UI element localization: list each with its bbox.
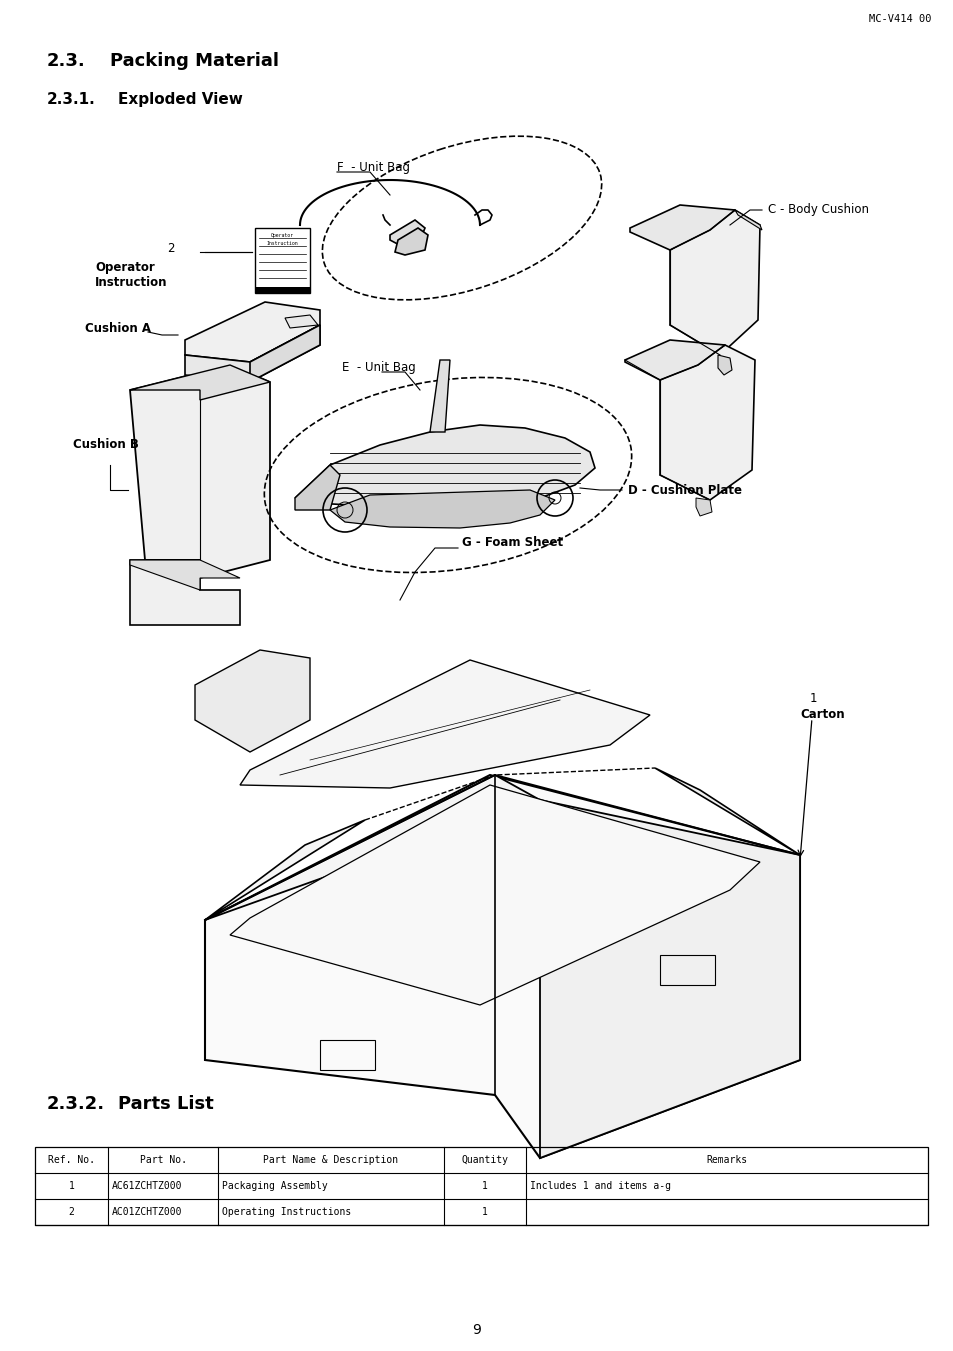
Polygon shape bbox=[734, 209, 761, 230]
Polygon shape bbox=[130, 365, 270, 578]
Polygon shape bbox=[669, 209, 760, 355]
Polygon shape bbox=[696, 499, 711, 516]
Polygon shape bbox=[130, 561, 240, 590]
Polygon shape bbox=[330, 490, 555, 528]
Text: Operator: Operator bbox=[95, 262, 154, 274]
Text: AC61ZCHTZ000: AC61ZCHTZ000 bbox=[112, 1181, 183, 1192]
Polygon shape bbox=[285, 315, 317, 328]
Text: G - Foam Sheet: G - Foam Sheet bbox=[461, 535, 562, 549]
Polygon shape bbox=[194, 650, 310, 753]
Text: 1: 1 bbox=[69, 1181, 74, 1192]
Polygon shape bbox=[185, 326, 319, 382]
Text: Quantity: Quantity bbox=[461, 1155, 508, 1165]
Text: Part No.: Part No. bbox=[139, 1155, 187, 1165]
Polygon shape bbox=[185, 303, 319, 362]
Polygon shape bbox=[205, 775, 800, 1158]
Polygon shape bbox=[655, 767, 800, 855]
Polygon shape bbox=[294, 426, 595, 513]
Text: 2.3.: 2.3. bbox=[47, 51, 86, 70]
Text: Parts List: Parts List bbox=[118, 1096, 213, 1113]
Polygon shape bbox=[390, 220, 424, 249]
Polygon shape bbox=[624, 340, 724, 380]
Text: 2: 2 bbox=[69, 1206, 74, 1217]
Bar bbox=[35, 1147, 927, 1225]
Text: Exploded View: Exploded View bbox=[118, 92, 243, 107]
Text: Operator: Operator bbox=[271, 232, 294, 238]
Polygon shape bbox=[230, 785, 760, 1005]
Bar bbox=[254, 228, 310, 293]
Text: Includes 1 and items a-g: Includes 1 and items a-g bbox=[530, 1181, 671, 1192]
Text: 2.3.1.: 2.3.1. bbox=[47, 92, 95, 107]
Text: Ref. No.: Ref. No. bbox=[48, 1155, 95, 1165]
Polygon shape bbox=[629, 205, 734, 250]
Text: 2: 2 bbox=[168, 242, 174, 254]
Polygon shape bbox=[659, 345, 754, 500]
Polygon shape bbox=[718, 355, 731, 376]
Polygon shape bbox=[130, 365, 270, 400]
Text: Remarks: Remarks bbox=[706, 1155, 747, 1165]
Text: Packaging Assembly: Packaging Assembly bbox=[222, 1181, 328, 1192]
Text: Instruction: Instruction bbox=[95, 277, 168, 289]
Text: Cushion A: Cushion A bbox=[85, 322, 151, 335]
Text: Operating Instructions: Operating Instructions bbox=[222, 1206, 351, 1217]
Polygon shape bbox=[205, 775, 539, 920]
Text: D - Cushion Plate: D - Cushion Plate bbox=[627, 484, 741, 497]
Polygon shape bbox=[430, 359, 450, 432]
Polygon shape bbox=[395, 228, 428, 255]
Text: Part Name & Description: Part Name & Description bbox=[263, 1155, 398, 1165]
Text: Instruction: Instruction bbox=[267, 240, 298, 246]
Bar bbox=[254, 286, 310, 293]
Bar bbox=[659, 955, 714, 985]
Text: 1: 1 bbox=[481, 1181, 488, 1192]
Polygon shape bbox=[294, 465, 339, 509]
Text: 1: 1 bbox=[809, 692, 817, 704]
Text: MC-V414 00: MC-V414 00 bbox=[868, 14, 931, 24]
Text: E  - Unit Bag: E - Unit Bag bbox=[341, 362, 416, 374]
Text: Cushion B: Cushion B bbox=[73, 439, 139, 451]
Text: 9: 9 bbox=[472, 1323, 481, 1337]
Polygon shape bbox=[205, 820, 365, 920]
Text: Carton: Carton bbox=[800, 708, 843, 721]
Polygon shape bbox=[250, 326, 319, 382]
Polygon shape bbox=[240, 661, 649, 788]
Bar bbox=[319, 1040, 375, 1070]
Text: 2.3.2.: 2.3.2. bbox=[47, 1096, 105, 1113]
Text: 1: 1 bbox=[481, 1206, 488, 1217]
Text: C - Body Cushion: C - Body Cushion bbox=[767, 204, 868, 216]
Text: Packing Material: Packing Material bbox=[110, 51, 278, 70]
Polygon shape bbox=[539, 800, 800, 1158]
Text: AC01ZCHTZ000: AC01ZCHTZ000 bbox=[112, 1206, 183, 1217]
Polygon shape bbox=[130, 561, 240, 626]
Text: F  - Unit Bag: F - Unit Bag bbox=[336, 162, 410, 174]
